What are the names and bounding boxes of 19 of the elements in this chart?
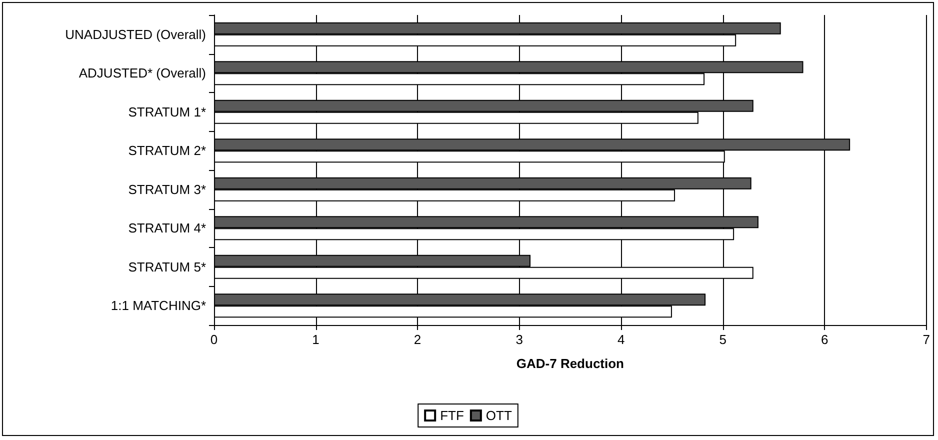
x-tick-label: 3 [516, 332, 523, 347]
x-tick-label: 7 [922, 332, 930, 347]
x-axis-title: GAD-7 Reduction [516, 356, 624, 371]
y-tick-label: ADJUSTED* (Overall) [78, 66, 206, 81]
y-tick-label: STRATUM 2* [128, 143, 206, 158]
y-tick-label: STRATUM 4* [128, 220, 206, 236]
y-tick-label: STRATUM 5* [128, 259, 206, 274]
y-tick-label: UNADJUSTED (Overall) [65, 26, 206, 42]
x-tick-label: 1 [312, 332, 320, 347]
y-tick-label: STRATUM 1* [128, 104, 206, 120]
y-tick-label: STRATUM 3* [128, 182, 206, 197]
legend-label: FTF [440, 408, 464, 423]
x-tick-label: 2 [414, 332, 422, 347]
x-tick-label: 0 [210, 332, 218, 347]
x-tick-label: 4 [617, 332, 625, 347]
legend-label: OTT [486, 408, 512, 423]
x-tick-label: 5 [719, 332, 726, 347]
x-tick-label: 6 [821, 332, 828, 347]
y-tick-label: 1:1 MATCHING* [110, 298, 206, 314]
